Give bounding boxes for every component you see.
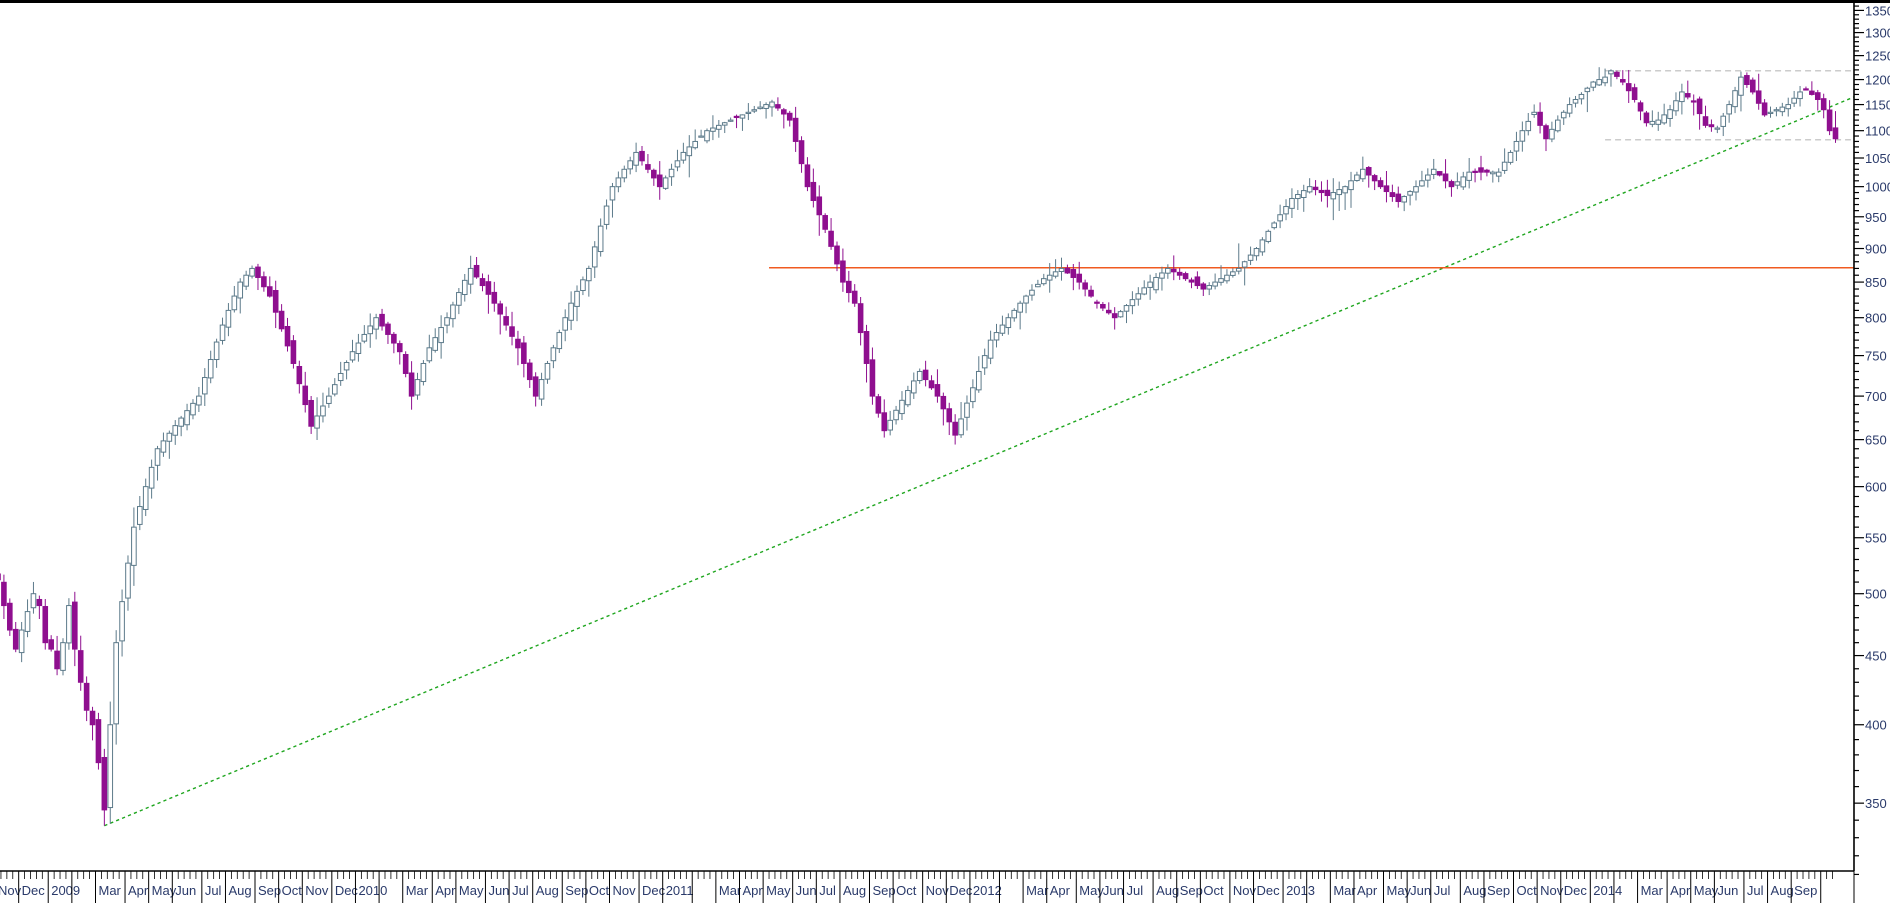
svg-text:Sep: Sep <box>1794 883 1817 898</box>
svg-text:Nov: Nov <box>305 883 329 898</box>
svg-text:2012: 2012 <box>973 883 1002 898</box>
svg-text:450: 450 <box>1865 649 1887 664</box>
svg-text:Aug: Aug <box>1463 883 1486 898</box>
svg-text:1100: 1100 <box>1865 124 1890 139</box>
svg-text:Apr: Apr <box>742 883 763 898</box>
svg-text:500: 500 <box>1865 587 1887 602</box>
svg-text:400: 400 <box>1865 718 1887 733</box>
svg-text:Apr: Apr <box>1050 883 1071 898</box>
svg-text:2009: 2009 <box>51 883 80 898</box>
svg-text:350: 350 <box>1865 796 1887 811</box>
svg-text:Aug: Aug <box>536 883 559 898</box>
svg-text:1350: 1350 <box>1865 3 1890 18</box>
svg-text:Jul: Jul <box>512 883 529 898</box>
svg-text:Oct: Oct <box>1203 883 1224 898</box>
svg-text:Mar: Mar <box>1641 883 1664 898</box>
svg-text:750: 750 <box>1865 349 1887 364</box>
svg-text:Jun: Jun <box>1410 883 1431 898</box>
svg-text:600: 600 <box>1865 480 1887 495</box>
svg-text:Apr: Apr <box>1357 883 1378 898</box>
svg-text:Jul: Jul <box>1747 883 1764 898</box>
svg-text:1000: 1000 <box>1865 180 1890 195</box>
svg-text:Jun: Jun <box>175 883 196 898</box>
svg-text:Nov: Nov <box>926 883 950 898</box>
svg-text:Nov: Nov <box>1233 883 1257 898</box>
svg-text:Mar: Mar <box>1333 883 1356 898</box>
svg-text:Sep: Sep <box>872 883 895 898</box>
svg-text:Jul: Jul <box>1127 883 1144 898</box>
svg-text:2013: 2013 <box>1286 883 1315 898</box>
svg-text:Mar: Mar <box>98 883 121 898</box>
svg-text:Dec: Dec <box>1257 883 1281 898</box>
svg-text:Jul: Jul <box>205 883 222 898</box>
svg-text:1250: 1250 <box>1865 49 1890 64</box>
svg-text:Mar: Mar <box>406 883 429 898</box>
svg-text:May: May <box>1079 883 1104 898</box>
svg-text:800: 800 <box>1865 311 1887 326</box>
svg-text:1050: 1050 <box>1865 151 1890 166</box>
svg-text:Oct: Oct <box>282 883 303 898</box>
svg-text:Apr: Apr <box>128 883 149 898</box>
svg-text:2014: 2014 <box>1593 883 1622 898</box>
svg-text:Apr: Apr <box>435 883 456 898</box>
svg-text:Oct: Oct <box>1516 883 1537 898</box>
svg-text:May: May <box>766 883 791 898</box>
svg-text:1300: 1300 <box>1865 26 1890 41</box>
svg-text:Aug: Aug <box>1771 883 1794 898</box>
svg-text:1200: 1200 <box>1865 73 1890 88</box>
svg-text:Dec: Dec <box>642 883 666 898</box>
svg-text:550: 550 <box>1865 531 1887 546</box>
svg-text:Dec: Dec <box>1564 883 1588 898</box>
svg-text:Dec: Dec <box>949 883 973 898</box>
svg-text:2011: 2011 <box>666 883 694 898</box>
svg-text:May: May <box>152 883 177 898</box>
svg-text:900: 900 <box>1865 242 1887 257</box>
svg-text:Jul: Jul <box>1434 883 1451 898</box>
svg-text:Jun: Jun <box>796 883 817 898</box>
svg-text:May: May <box>1387 883 1412 898</box>
svg-text:Dec: Dec <box>22 883 46 898</box>
svg-text:May: May <box>459 883 484 898</box>
svg-text:2010: 2010 <box>358 883 387 898</box>
svg-text:950: 950 <box>1865 210 1887 225</box>
svg-text:650: 650 <box>1865 433 1887 448</box>
svg-text:Mar: Mar <box>1026 883 1049 898</box>
svg-text:Aug: Aug <box>228 883 251 898</box>
svg-text:May: May <box>1694 883 1719 898</box>
svg-text:Dec: Dec <box>335 883 359 898</box>
svg-text:Sep: Sep <box>1180 883 1203 898</box>
svg-text:Oct: Oct <box>896 883 917 898</box>
svg-text:Sep: Sep <box>565 883 588 898</box>
svg-text:Aug: Aug <box>843 883 866 898</box>
svg-text:Nov: Nov <box>1540 883 1564 898</box>
svg-text:Oct: Oct <box>589 883 610 898</box>
svg-text:1150: 1150 <box>1865 98 1890 113</box>
svg-text:Nov: Nov <box>613 883 637 898</box>
svg-text:700: 700 <box>1865 389 1887 404</box>
svg-text:Sep: Sep <box>258 883 281 898</box>
svg-text:Aug: Aug <box>1156 883 1179 898</box>
svg-text:Apr: Apr <box>1670 883 1691 898</box>
svg-text:Mar: Mar <box>719 883 742 898</box>
svg-text:Jun: Jun <box>1103 883 1124 898</box>
svg-text:850: 850 <box>1865 275 1887 290</box>
svg-text:Sep: Sep <box>1487 883 1510 898</box>
svg-text:Jul: Jul <box>819 883 836 898</box>
svg-text:Jun: Jun <box>488 883 509 898</box>
svg-text:Jun: Jun <box>1717 883 1738 898</box>
